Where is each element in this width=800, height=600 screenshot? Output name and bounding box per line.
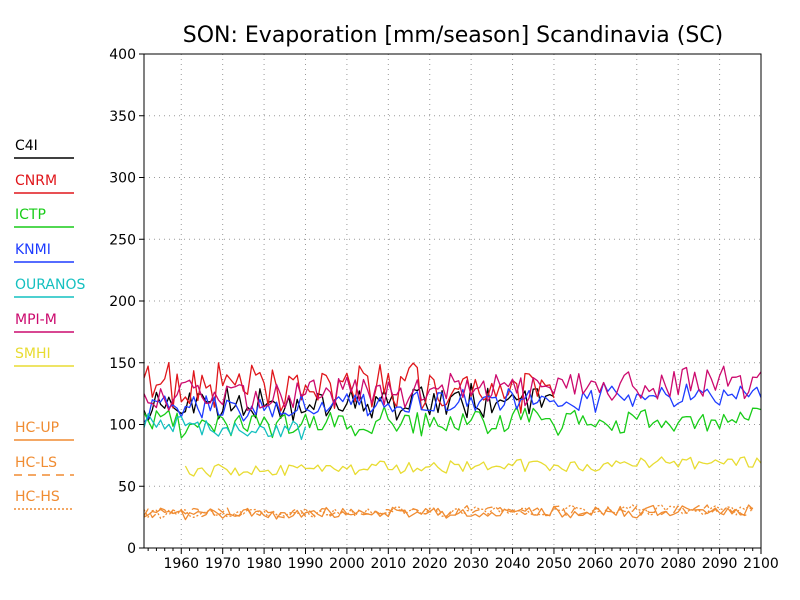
legend-label: HC-UP — [15, 420, 59, 436]
x-tick-label: 2040 — [495, 556, 531, 572]
series-line-smhi — [184, 456, 762, 478]
y-axis: 0 50 100 150 200 250 300 350 400 — [109, 47, 144, 557]
y-tick-label: 300 — [109, 171, 136, 187]
series-line-hc-ls — [143, 504, 754, 519]
x-tick-label: 2080 — [660, 556, 696, 572]
legend-label: KNMI — [15, 242, 51, 258]
y-tick-label: 0 — [127, 541, 136, 557]
legend: C4I CNRM ICTP KNMI OURANOS MPI-M SMHI HC-UP HC-L… — [14, 138, 85, 510]
x-tick-label: 2050 — [536, 556, 572, 572]
legend-label: OURANOS — [15, 277, 85, 293]
y-tick-label: 250 — [109, 232, 136, 248]
x-tick-label: 1980 — [246, 556, 282, 572]
x-tick-label: 2090 — [702, 556, 738, 572]
y-tick-label: 100 — [109, 418, 136, 434]
x-tick-label: 2000 — [329, 556, 365, 572]
chart-title: SON: Evaporation [mm/season] Scandinavia… — [183, 23, 724, 48]
y-tick-label: 400 — [109, 47, 136, 63]
legend-label: C4I — [15, 138, 38, 154]
x-axis: 1960 1970 1980 1990 2000 2010 2020 2030 2040 2050… — [147, 548, 779, 572]
legend-label: CNRM — [15, 173, 57, 189]
x-tick-label: 2010 — [370, 556, 406, 572]
series-line-ouranos — [143, 413, 307, 441]
x-tick-label: 1970 — [205, 556, 241, 572]
x-tick-label: 2020 — [412, 556, 448, 572]
x-tick-label: 2030 — [453, 556, 489, 572]
series-line-c4i — [143, 382, 555, 422]
legend-label: HC-HS — [15, 489, 60, 505]
x-tick-label: 1960 — [163, 556, 199, 572]
x-tick-label: 2100 — [743, 556, 779, 572]
y-tick-label: 150 — [109, 356, 136, 372]
series-line-ictp — [143, 406, 762, 439]
legend-label: SMHI — [15, 346, 51, 362]
legend-label: HC-LS — [15, 455, 57, 471]
x-tick-label: 1990 — [288, 556, 324, 572]
legend-label: ICTP — [15, 207, 46, 223]
y-tick-label: 350 — [109, 109, 136, 125]
series-layer — [143, 361, 762, 521]
series-line-hc-up — [143, 504, 754, 521]
series-line-mpi-m — [143, 365, 762, 411]
x-tick-label: 2070 — [619, 556, 655, 572]
x-tick-label: 2060 — [578, 556, 614, 572]
legend-label: MPI-M — [15, 312, 57, 328]
series-line-hc-hs — [143, 504, 754, 519]
y-tick-label: 50 — [118, 479, 136, 495]
y-tick-label: 200 — [109, 294, 136, 310]
